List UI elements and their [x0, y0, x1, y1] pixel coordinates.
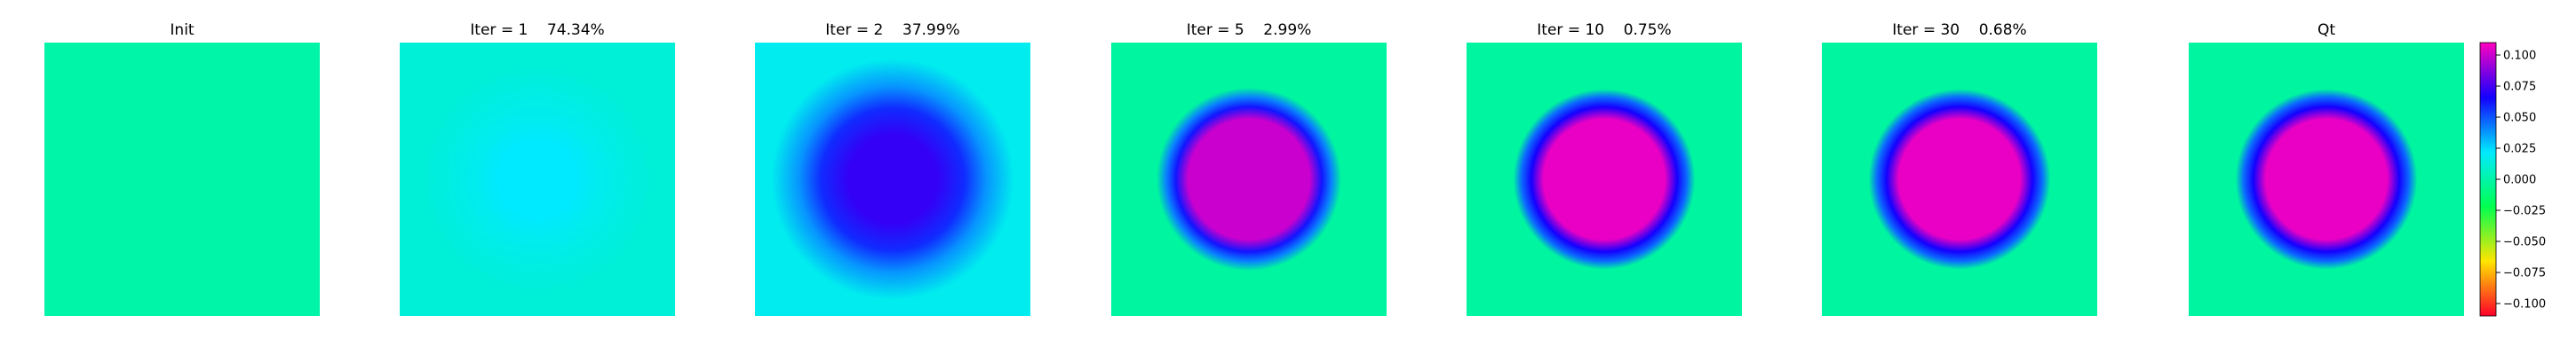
- heatmap-image: [1467, 43, 1742, 316]
- panel-title: Iter = 1 74.34%: [470, 21, 604, 39]
- colorbar-tick-label: −0.075: [2503, 267, 2546, 280]
- panel-title: Qt: [2318, 21, 2335, 39]
- colorbar-ticks: 0.100 0.075 0.050 0.025 0.000 −0.025 −0.050 −0.…: [2496, 50, 2546, 312]
- heatmap-panel: Iter = 30 0.68%: [1822, 21, 2097, 316]
- colorbar-tick-label: 0.025: [2503, 143, 2536, 156]
- heatmap-image: [44, 43, 320, 316]
- heatmap-panel: Iter = 10 0.75%: [1467, 21, 1742, 316]
- colorbar-tick-label: −0.025: [2503, 205, 2546, 218]
- colorbar-tick-label: 0.075: [2503, 81, 2536, 94]
- heatmap-panel: Init: [44, 21, 320, 316]
- panel-title: Iter = 30 0.68%: [1892, 21, 2026, 39]
- heatmap-panel: Iter = 5 2.99%: [1111, 21, 1387, 316]
- colorbar-tick-label: 0.050: [2503, 112, 2536, 125]
- colorbar-gradient: [2479, 42, 2497, 317]
- heatmap-image: [755, 43, 1030, 316]
- heatmap-panel: Iter = 1 74.34%: [400, 21, 675, 316]
- heatmap-image: [400, 43, 675, 316]
- colorbar-tick-label: 0.100: [2503, 50, 2536, 63]
- colorbar-tick-label: −0.050: [2503, 236, 2546, 249]
- colorbar-tick-label: −0.100: [2503, 298, 2546, 312]
- heatmap-panel: Iter = 2 37.99%: [755, 21, 1030, 316]
- colorbar-tick-label: 0.000: [2503, 174, 2536, 187]
- panel-title: Iter = 5 2.99%: [1187, 21, 1312, 39]
- heatmap-image: [1111, 43, 1387, 316]
- heatmap-image: [1822, 43, 2097, 316]
- heatmap-image: [2189, 43, 2464, 316]
- heatmap-panels: Init Iter = 1 74.34% Iter = 2 37.99% Iter =…: [44, 21, 2464, 316]
- panel-title: Iter = 2 37.99%: [825, 21, 959, 39]
- panel-title: Iter = 10 0.75%: [1537, 21, 1671, 39]
- heatmap-panel: Qt: [2189, 21, 2464, 316]
- colorbar: 0.100 0.075 0.050 0.025 0.000 −0.025 −0.050 −0.…: [2479, 42, 2546, 317]
- panel-title: Init: [170, 21, 195, 39]
